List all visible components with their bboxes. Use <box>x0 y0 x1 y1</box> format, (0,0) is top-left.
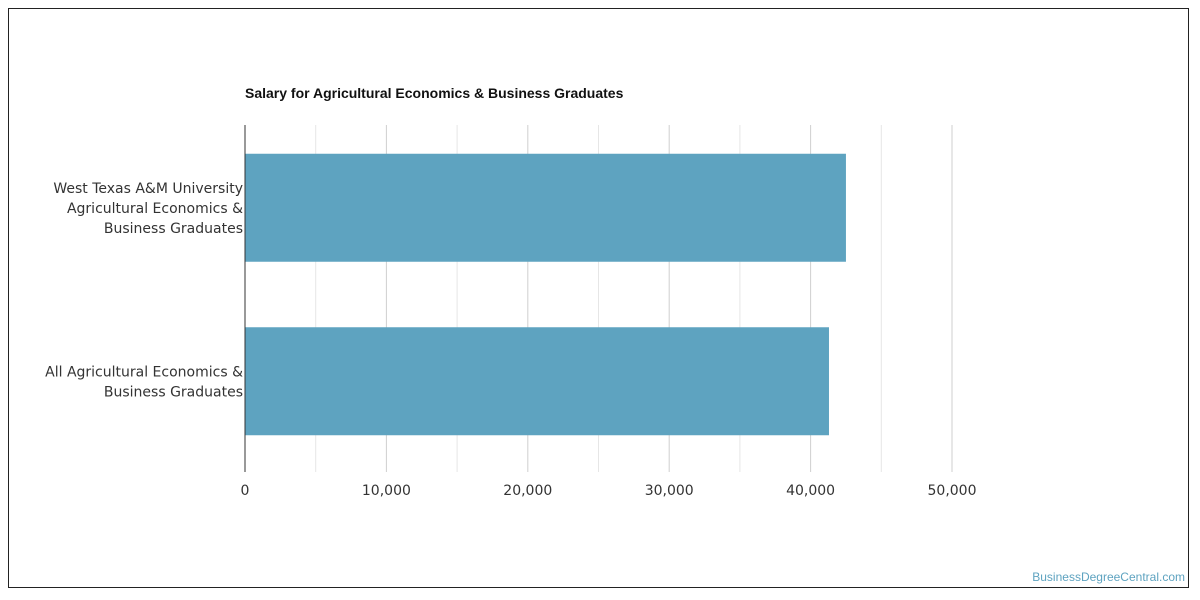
bar-1 <box>245 327 829 436</box>
category-label-0: West Texas A&M University Agricultural Ec… <box>53 181 243 237</box>
chart-frame <box>8 8 1189 588</box>
tick-labels: 0 10,000 20,000 30,000 40,000 50,000 <box>241 483 977 499</box>
chart-title: Salary for Agricultural Economics & Busi… <box>245 85 624 101</box>
bar-0 <box>245 153 846 262</box>
x-tick-label: 50,000 <box>928 483 977 499</box>
x-tick-label: 40,000 <box>786 483 835 499</box>
category-label-1: All Agricultural Economics & Business Gra… <box>45 364 243 400</box>
x-tick-label: 30,000 <box>645 483 694 499</box>
bars <box>245 153 846 436</box>
category-labels: West Texas A&M University Agricultural Ec… <box>45 181 243 401</box>
x-tick-label: 20,000 <box>503 483 552 499</box>
x-tick-label: 0 <box>241 483 250 499</box>
x-tick-label: 10,000 <box>362 483 411 499</box>
watermark: BusinessDegreeCentral.com <box>1032 570 1185 584</box>
